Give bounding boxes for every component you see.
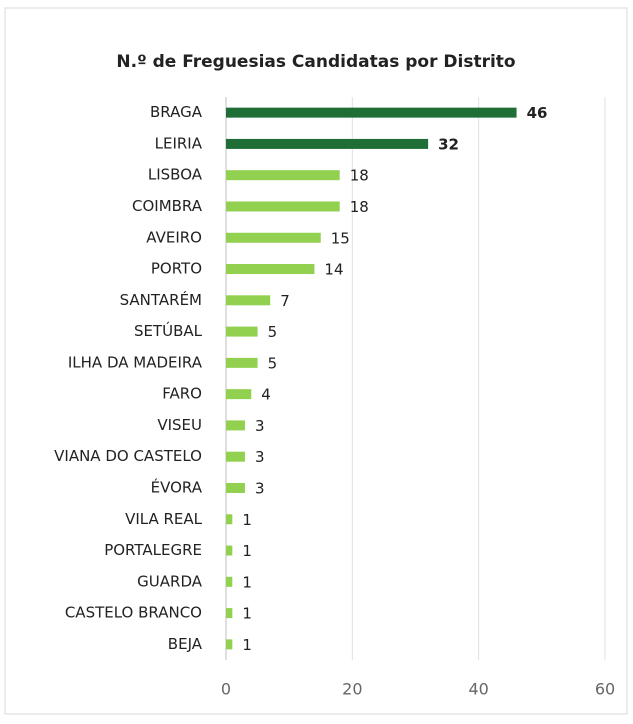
chart-border xyxy=(4,7,628,715)
data-label: 15 xyxy=(331,229,350,247)
data-label: 1 xyxy=(242,605,252,623)
data-label: 3 xyxy=(255,417,265,435)
data-label: 32 xyxy=(438,135,459,153)
y-tick-label: BRAGA xyxy=(150,103,203,121)
y-tick-label: SETÚBAL xyxy=(134,321,203,340)
x-tick-label: 20 xyxy=(342,680,362,699)
bar xyxy=(226,201,340,212)
bar xyxy=(226,545,233,556)
y-tick-label: BEJA xyxy=(168,635,203,653)
y-tick-label: CASTELO BRANCO xyxy=(65,604,202,622)
y-tick-label: LEIRIA xyxy=(155,134,203,152)
data-label: 7 xyxy=(280,292,290,310)
data-label: 18 xyxy=(350,198,369,216)
bar xyxy=(226,576,233,587)
bar xyxy=(226,295,271,306)
bar xyxy=(226,357,258,368)
y-tick-label: FARO xyxy=(162,385,202,403)
bar xyxy=(226,138,429,149)
data-label: 46 xyxy=(527,104,548,122)
bar xyxy=(226,514,233,525)
x-tick-label: 40 xyxy=(468,680,488,699)
bar xyxy=(226,608,233,619)
bar xyxy=(226,326,258,337)
y-tick-label: COIMBRA xyxy=(132,197,203,215)
bar xyxy=(226,482,245,493)
data-label: 4 xyxy=(261,386,271,404)
bar xyxy=(226,264,315,275)
x-tick-label: 60 xyxy=(595,680,615,699)
chart-title: N.º de Freguesias Candidatas por Distrit… xyxy=(116,52,515,72)
data-label: 5 xyxy=(268,323,278,341)
data-label: 5 xyxy=(268,354,278,372)
bar xyxy=(226,107,517,118)
data-label: 18 xyxy=(350,167,369,185)
bar xyxy=(226,389,252,400)
bar xyxy=(226,170,340,181)
y-tick-label: ILHA DA MADEIRA xyxy=(68,353,203,371)
y-tick-label: PORTO xyxy=(151,260,202,278)
y-tick-label: VIANA DO CASTELO xyxy=(54,447,202,465)
data-label: 3 xyxy=(255,479,265,497)
y-tick-label: VILA REAL xyxy=(125,510,203,528)
y-tick-label: ÉVORA xyxy=(151,477,203,496)
data-label: 1 xyxy=(242,573,252,591)
bar xyxy=(226,639,233,650)
y-tick-label: SANTARÉM xyxy=(120,290,202,309)
bar xyxy=(226,451,245,462)
data-label: 14 xyxy=(324,261,343,279)
data-label: 3 xyxy=(255,448,265,466)
y-tick-label: VISEU xyxy=(157,416,202,434)
bar xyxy=(226,420,245,431)
y-tick-label: GUARDA xyxy=(137,572,203,590)
bar xyxy=(226,232,321,243)
x-tick-label: 0 xyxy=(221,680,231,699)
y-tick-label: AVEIRO xyxy=(146,228,202,246)
data-label: 1 xyxy=(242,542,252,560)
y-tick-label: PORTALEGRE xyxy=(104,541,202,559)
data-label: 1 xyxy=(242,511,252,529)
y-tick-label: LISBOA xyxy=(148,166,203,184)
data-label: 1 xyxy=(242,636,252,654)
